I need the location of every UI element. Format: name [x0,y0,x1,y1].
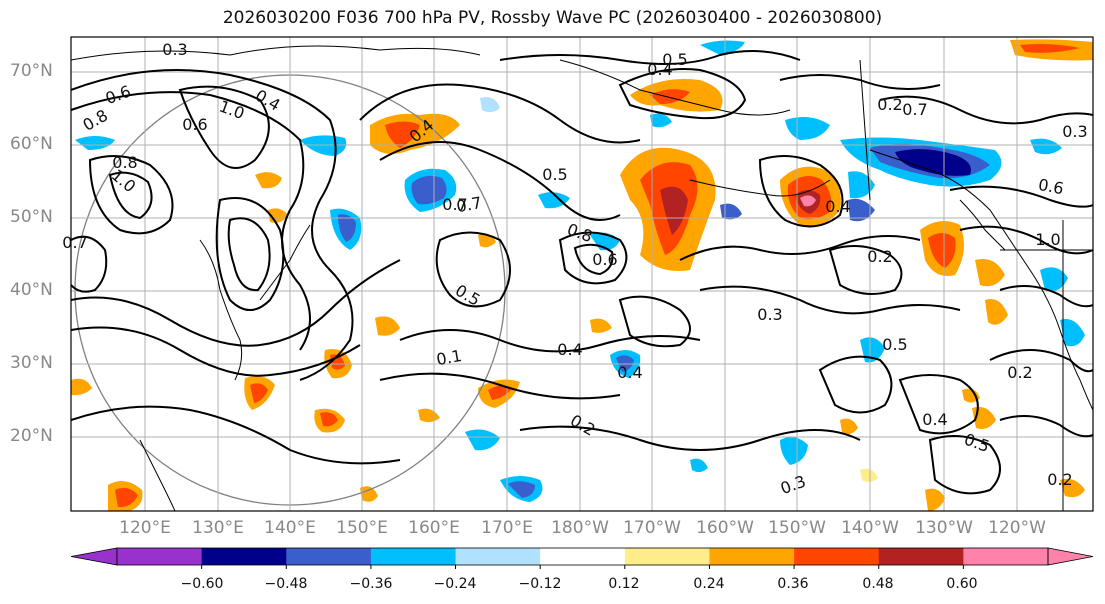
lon-label-140w: 140°W [841,518,899,538]
colorbar-tick-label: 0.12 [608,576,640,592]
colorbar-swatch [117,548,203,565]
contour-label: 0.6 [182,115,207,134]
contour-label: 0.7 [442,195,467,214]
lat-label-40n: 40°N [10,280,53,300]
colorbar-swatch [455,548,541,565]
contour-label: 0.2 [1047,470,1072,489]
lon-label-130e: 130°E [192,518,244,538]
contour-label: 0.7 [902,100,927,119]
colorbar-tick-label: −0.60 [180,576,224,592]
contour-label: 0.3 [757,305,782,324]
contour-label: 0.7 [455,193,483,216]
lon-label-150e: 150°E [336,518,388,538]
colorbar-tick-label: −0.24 [433,576,477,592]
lon-label-130w: 130°W [915,518,973,538]
contour-label: 0.5 [882,335,907,354]
colorbar-tick-label: −0.12 [518,576,562,592]
colorbar-swatch [201,548,287,565]
lon-label-170e: 170°E [481,518,533,538]
lat-label-50n: 50°N [10,207,53,227]
colorbar-tick-label: 0.60 [946,576,978,592]
map-frame [70,36,1094,512]
lon-label-170w: 170°W [623,518,681,538]
contour-label: 0.4 [617,363,642,382]
map-background [71,37,1093,511]
pv-contours [71,50,1093,495]
colorbar-tick-label: 0.48 [862,576,894,592]
colorbar-swatch [709,548,795,565]
colorbar-tick-label: −0.48 [264,576,308,592]
lat-label-60n: 60°N [10,134,53,154]
contour-label: 0.3 [1062,122,1087,141]
lon-label-120w: 120°W [988,518,1046,538]
contour-label: 1.0 [1035,230,1060,249]
colorbar-swatch [624,548,710,565]
colorbar-tick-label: 0.24 [693,576,725,592]
colorbar-tick-label: 0.36 [777,576,809,592]
colorbar [70,547,1094,569]
lon-label-140e: 140°E [264,518,316,538]
colorbar-extend-max [1047,547,1094,566]
contour-label: 0.4 [647,60,672,79]
anomaly-shading [71,39,1093,511]
colorbar-tick-label: −0.36 [349,576,393,592]
contour-label: 0.6 [592,250,617,269]
map-title: 2026030200 F036 700 hPa PV, Rossby Wave … [222,8,883,28]
contour-label: 0.1 [435,346,463,369]
lat-label-70n: 70°N [10,61,53,81]
contour-label: 0.8 [112,153,137,172]
colorbar-swatch [963,548,1049,565]
lon-label-160e: 160°E [408,518,460,538]
contour-label: 0.3 [162,40,187,59]
colorbar-swatch [878,548,964,565]
lon-label-160w: 160°W [696,518,754,538]
lon-label-180w: 180°W [551,518,609,538]
colorbar-swatch [540,548,626,565]
colorbar-swatch [370,548,457,565]
contour-label: 0.2 [877,95,902,114]
contour-label: 0.5 [662,50,687,69]
contour-label: 0.6 [1037,175,1065,198]
lon-label-150w: 150°W [768,518,826,538]
lon-label-120e: 120°E [119,518,171,538]
contour-label: 0.2 [867,247,892,266]
contour-label: 0.5 [542,165,567,184]
lat-label-30n: 30°N [10,353,53,373]
colorbar-outline [116,547,1049,566]
colorbar-swatch [286,548,372,565]
colorbar-extend-min [70,547,118,566]
contour-label: 0.4 [557,340,582,359]
contour-label: 0.4 [825,197,850,216]
contour-label: 0.4 [922,410,947,429]
colorbar-swatch [794,548,880,565]
contour-label: 0.2 [1007,363,1032,382]
coastlines [71,45,1093,511]
contour-label: 0.7 [62,233,87,252]
lat-label-20n: 20°N [10,426,53,446]
